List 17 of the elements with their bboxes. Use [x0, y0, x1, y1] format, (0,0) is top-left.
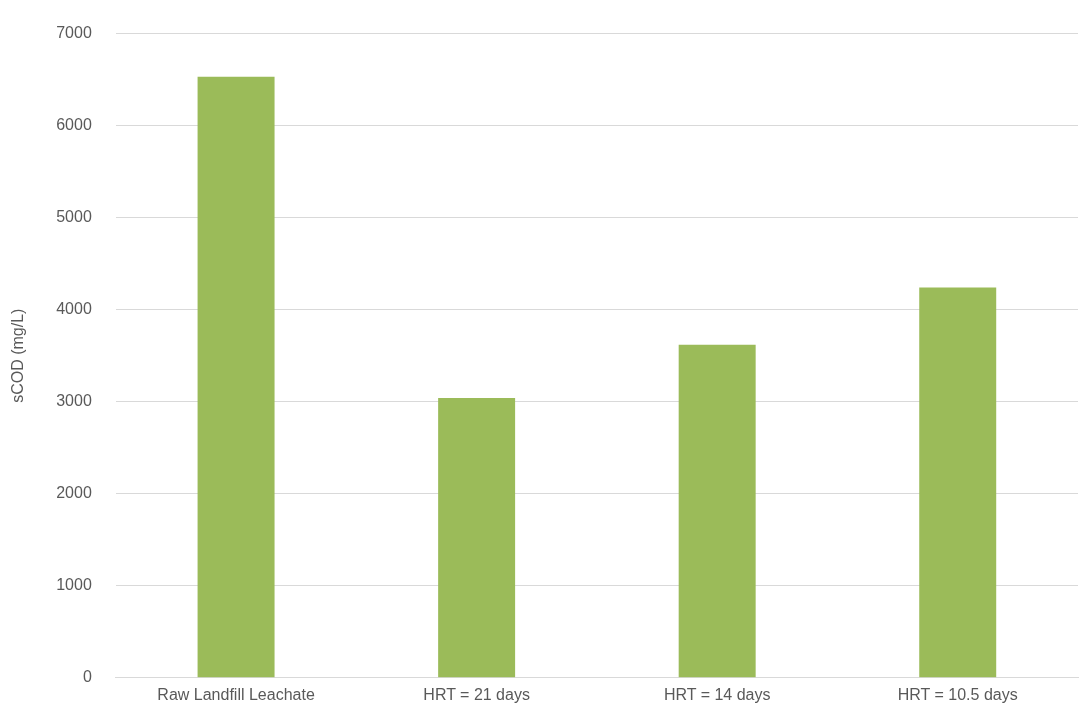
y-tick-label: 7000 — [56, 24, 92, 42]
x-tick-label: HRT = 21 days — [423, 685, 530, 703]
y-tick-label: 0 — [82, 668, 92, 686]
x-tick-label: HRT = 14 days — [663, 685, 771, 703]
bar — [678, 344, 756, 678]
y-tick-label: 4000 — [56, 300, 92, 318]
x-tick-label: Raw Landfill Leachate — [157, 685, 315, 703]
bar — [438, 398, 516, 678]
y-tick-label: 3000 — [56, 392, 92, 410]
bar — [919, 287, 997, 678]
y-tick-label: 6000 — [56, 116, 92, 134]
x-tick-label: HRT = 10.5 days — [897, 685, 1018, 703]
y-tick-label: 5000 — [56, 208, 92, 226]
y-tick-label: 2000 — [56, 484, 92, 502]
y-tick-label: 1000 — [56, 576, 92, 594]
bar — [197, 76, 275, 678]
y-axis-title: sCOD (mg/L) — [9, 308, 27, 403]
